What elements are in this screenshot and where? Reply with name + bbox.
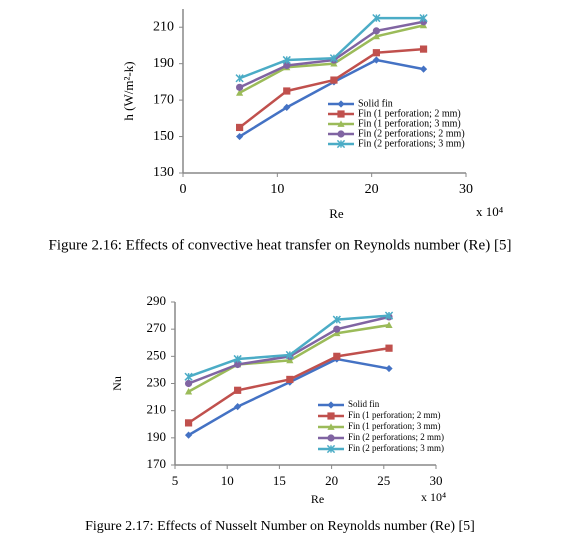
y-tick-label: 150	[153, 129, 174, 144]
marker	[419, 65, 428, 73]
marker	[384, 311, 394, 320]
marker	[283, 87, 291, 95]
y-tick-label: 210	[147, 402, 167, 417]
marker	[333, 325, 341, 333]
series-line	[188, 315, 390, 385]
legend-label: Fin (2 perforations; 3 mm)	[348, 443, 444, 453]
marker	[372, 13, 381, 23]
caption: Figure 2.17: Effects of Nusselt Number o…	[85, 519, 475, 534]
marker	[329, 54, 339, 63]
marker	[385, 344, 393, 352]
marker	[282, 55, 291, 65]
marker	[286, 356, 294, 364]
legend-label: Fin (1 perforation; 2 mm)	[348, 410, 440, 420]
y-tick-label: 170	[153, 92, 174, 107]
y-tick-label: 190	[147, 429, 167, 444]
marker	[419, 13, 428, 23]
marker	[236, 123, 244, 132]
marker	[327, 412, 335, 420]
x-axis-note: x 10⁴	[421, 490, 446, 504]
y-tick-label: 210	[153, 19, 174, 34]
marker	[234, 402, 242, 411]
marker	[372, 56, 380, 64]
x-axis-label: Re	[311, 492, 324, 506]
x-axis-label: Re	[329, 206, 344, 221]
y-axis-label: Nu	[110, 376, 124, 391]
marker	[327, 401, 335, 409]
marker	[235, 74, 244, 83]
x-axis-note: x 10⁴	[476, 204, 504, 219]
x-tick-label: 10	[221, 473, 234, 488]
y-tick-label: 130	[153, 165, 174, 180]
marker	[286, 375, 294, 384]
marker	[184, 388, 193, 395]
y-tick-label: 290	[147, 293, 167, 308]
legend-label: Fin (1 perforation; 3 mm)	[348, 421, 440, 431]
x-tick-label: 0	[180, 182, 187, 197]
marker	[372, 32, 380, 40]
marker	[285, 350, 294, 360]
marker	[337, 120, 345, 127]
legend-label: Fin (2 perforations; 2 mm)	[348, 432, 444, 442]
marker	[419, 45, 428, 53]
marker	[333, 352, 341, 360]
y-tick-label: 230	[147, 374, 167, 389]
marker	[184, 372, 193, 381]
x-tick-label: 30	[430, 473, 443, 488]
marker	[184, 431, 193, 439]
marker	[234, 386, 242, 394]
marker	[337, 110, 345, 118]
y-tick-label: 170	[147, 456, 167, 471]
marker	[336, 139, 346, 149]
legend-label: Solid fin	[348, 399, 380, 409]
legend-label: Solid fin	[358, 98, 393, 109]
marker	[337, 130, 345, 138]
legend-label: Fin (1 perforation; 3 mm)	[358, 118, 461, 129]
marker	[372, 49, 380, 57]
marker	[332, 315, 341, 324]
x-tick-label: 30	[459, 182, 473, 197]
marker	[283, 61, 291, 70]
y-tick-label: 270	[147, 320, 167, 335]
marker	[330, 76, 338, 84]
x-tick-label: 20	[365, 182, 379, 197]
x-tick-label: 20	[325, 473, 338, 488]
marker	[337, 100, 345, 108]
marker	[385, 321, 393, 328]
marker	[385, 364, 393, 373]
marker	[283, 103, 291, 111]
caption: Figure 2.16: Effects of convective heat …	[49, 237, 512, 253]
marker	[236, 89, 244, 96]
marker	[326, 444, 336, 454]
x-tick-label: 15	[273, 473, 286, 488]
marker	[333, 329, 341, 337]
marker	[184, 419, 193, 427]
y-tick-label: 250	[147, 347, 167, 362]
marker	[236, 132, 244, 141]
x-tick-label: 5	[172, 473, 179, 488]
legend-label: Fin (2 perforations; 2 mm)	[358, 128, 465, 139]
marker	[234, 360, 242, 369]
x-tick-label: 10	[270, 182, 284, 197]
legend-label: Fin (1 perforation; 2 mm)	[358, 108, 461, 119]
x-tick-label: 25	[377, 473, 390, 488]
marker	[233, 354, 242, 364]
legend-label: Fin (2 perforations; 3 mm)	[358, 138, 465, 149]
y-axis-label: h (W/m²-k)	[121, 61, 136, 120]
marker	[236, 83, 244, 91]
marker	[327, 423, 335, 430]
marker	[327, 434, 335, 442]
marker	[184, 379, 193, 388]
y-tick-label: 190	[153, 56, 174, 71]
marker	[372, 27, 380, 35]
